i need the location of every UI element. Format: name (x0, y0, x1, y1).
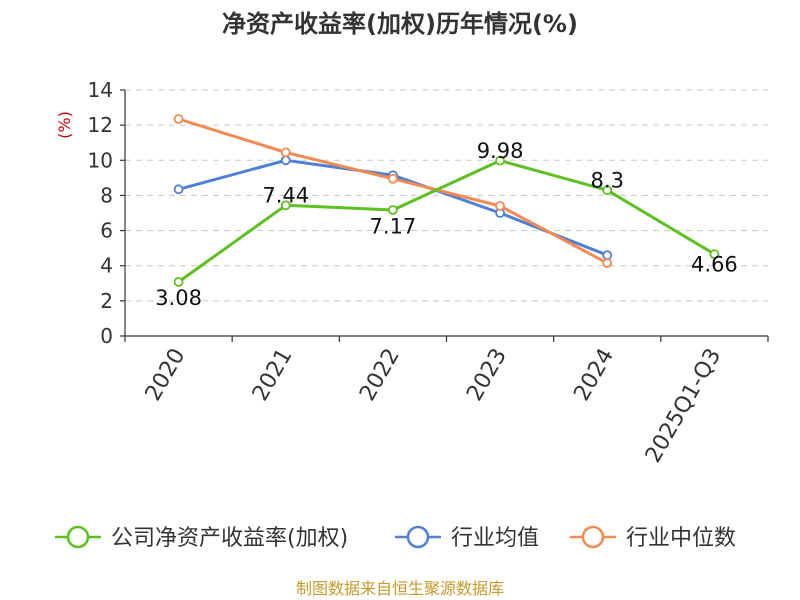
chart-title: 净资产收益率(加权)历年情况(%) (222, 10, 578, 38)
y-tick-label: 10 (88, 148, 113, 172)
y-tick-label: 12 (88, 113, 113, 137)
x-tick-label: 2025Q1-Q3 (641, 344, 726, 467)
y-tick-label: 4 (100, 254, 113, 278)
y-tick-label: 0 (100, 324, 113, 348)
legend-swatch-marker (406, 525, 430, 549)
data-point (709, 249, 720, 260)
legend-swatch-marker (581, 525, 605, 549)
data-point (495, 201, 505, 211)
y-tick-label: 2 (100, 289, 113, 313)
data-label: 7.44 (262, 184, 309, 208)
y-tick-label: 14 (88, 78, 113, 102)
data-label: 8.3 (591, 169, 624, 193)
legend-label: 行业均值 (451, 526, 539, 551)
x-tick-label: 2024 (569, 344, 619, 405)
data-labels: 3.08 7.44 7.17 9.98 8.3 4.66 (155, 139, 738, 310)
x-tick-label: 2020 (141, 344, 191, 405)
legend-label: 公司净资产收益率(加权) (111, 526, 348, 551)
series-line (178, 117, 609, 265)
data-point (280, 155, 291, 166)
data-point (173, 276, 184, 287)
data-point (280, 147, 291, 158)
data-point (280, 200, 291, 211)
x-tick-label: 2021 (248, 344, 298, 405)
data-point (173, 184, 184, 195)
data-point (602, 185, 613, 196)
x-tick-label: 2022 (355, 344, 405, 405)
source-note: 制图数据来自恒生聚源数据库 (296, 579, 504, 598)
data-point (602, 250, 613, 261)
series (173, 114, 720, 287)
legend: 公司净资产收益率(加权) 行业均值 行业中位数 (55, 525, 736, 551)
legend-swatch-marker (66, 525, 90, 549)
series-line (177, 159, 716, 284)
y-tick-label: 6 (100, 219, 113, 243)
axes: 0 2 4 6 8 10 12 14 2020 2021 2022 2023 2024 2025Q1-Q3 (88, 78, 769, 467)
data-point (495, 155, 505, 166)
data-point (173, 114, 184, 124)
data-point (388, 173, 398, 184)
data-point (602, 258, 613, 268)
y-axis-unit: (%) (55, 111, 74, 139)
data-label: 4.66 (691, 252, 738, 276)
data-label: 7.17 (370, 214, 417, 238)
data-label: 3.08 (155, 286, 202, 310)
legend-label: 行业中位数 (626, 526, 736, 551)
data-label: 9.98 (477, 139, 524, 163)
x-tick-label: 2023 (462, 344, 512, 405)
data-point (388, 205, 398, 215)
y-tick-label: 8 (100, 183, 113, 207)
